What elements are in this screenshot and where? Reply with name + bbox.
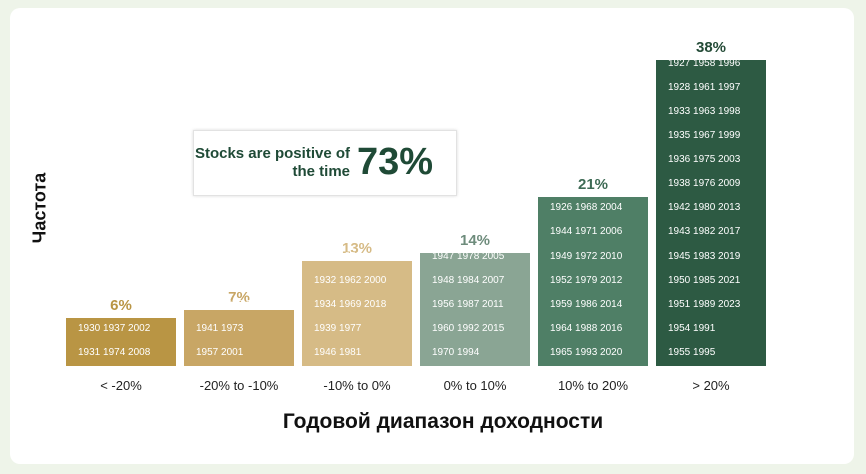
year-list-row: 1955 1995: [668, 346, 716, 358]
x-tick-label: < -20%: [100, 378, 142, 393]
year-list-row: 1965 1993 2020: [550, 346, 623, 358]
year-list-row: 1934 1969 2018: [314, 298, 387, 310]
year-list-row: 1951 1989 2023: [668, 298, 741, 310]
year-list-row: 1927 1958 1996: [668, 57, 741, 69]
year-list-row: 1930 1937 2002: [78, 322, 151, 334]
bar-6: [656, 60, 766, 366]
bar-value-label: 21%: [577, 175, 609, 193]
callout-value: 73%: [357, 141, 434, 183]
callout-text: Stocks are positive of the time: [194, 145, 350, 180]
year-list-row: 1942 1980 2013: [668, 202, 741, 214]
bar-value-label: 13%: [341, 240, 373, 258]
bar-value-label: 38%: [695, 39, 727, 57]
bar-5: [538, 196, 648, 366]
year-list-row: 1946 1981: [314, 346, 362, 358]
year-list-row: 1954 1991: [668, 322, 716, 334]
year-list-row: 1929 1953 1990: [314, 250, 387, 262]
y-axis-label: Частота: [29, 172, 50, 244]
chart-card: 6% 1930 1937 2002 1931 1974 2008 < -20% 7% 19…: [10, 8, 854, 464]
year-list-row: 1936 1975 2003: [668, 154, 741, 166]
x-axis-label: Годовой диапазон доходности: [282, 410, 604, 433]
x-tick-label: -10% to 0%: [323, 378, 391, 393]
year-list-row: 1949 1972 2010: [550, 250, 623, 262]
year-list-row: 1933 1963 1998: [668, 105, 741, 117]
bar-3: [302, 261, 412, 366]
bar-value-label: 6%: [110, 296, 132, 314]
year-list-row: 1956 1987 2011: [432, 298, 504, 310]
x-tick-label: > 20%: [692, 378, 730, 393]
year-list-row: 1943 1982 2017: [668, 226, 741, 238]
x-tick-label: -20% to -10%: [199, 378, 279, 393]
year-list-row: 1952 1979 2012: [550, 274, 623, 286]
year-list-row: 1926 1968 2004: [550, 202, 623, 214]
bar-2: [184, 309, 294, 366]
x-tick-label: 0% to 10%: [443, 378, 507, 393]
year-list-row: 1948 1984 2007: [432, 274, 505, 286]
year-list-row: 1928 1961 1997: [668, 81, 741, 93]
year-list-row: 1950 1985 2021: [668, 274, 741, 286]
year-list-row: 1970 1994: [432, 346, 480, 358]
year-list-row: 1957 2001: [196, 346, 244, 358]
year-list-row: 1939 1977: [314, 322, 362, 334]
year-list-row: 1945 1983 2019: [668, 250, 741, 262]
x-tick-label: 10% to 20%: [557, 378, 629, 393]
bar-4: [420, 253, 530, 366]
year-list-row: 1941 1973: [196, 322, 244, 334]
bar-value-label: 7%: [228, 288, 250, 306]
bar-1: [66, 317, 176, 366]
year-list-row: 1947 1978 2005: [432, 250, 505, 262]
year-list-row: 1960 1992 2015: [432, 322, 505, 334]
year-list-row: 1944 1971 2006: [550, 226, 623, 238]
year-list-row: 1932 1962 2000: [314, 274, 387, 286]
bar-value-label: 14%: [459, 232, 491, 250]
positive-callout: Stocks are positive of the time 73%: [193, 130, 457, 196]
year-list-row: 1935 1967 1999: [668, 130, 741, 141]
year-list-row: 1938 1976 2009: [668, 178, 741, 190]
year-list-row: 1964 1988 2016: [550, 322, 623, 334]
year-list-row: 1931 1974 2008: [78, 346, 151, 358]
year-list-row: 1940 1966 2022: [196, 298, 269, 310]
year-list-row: 1959 1986 2014: [550, 298, 623, 310]
